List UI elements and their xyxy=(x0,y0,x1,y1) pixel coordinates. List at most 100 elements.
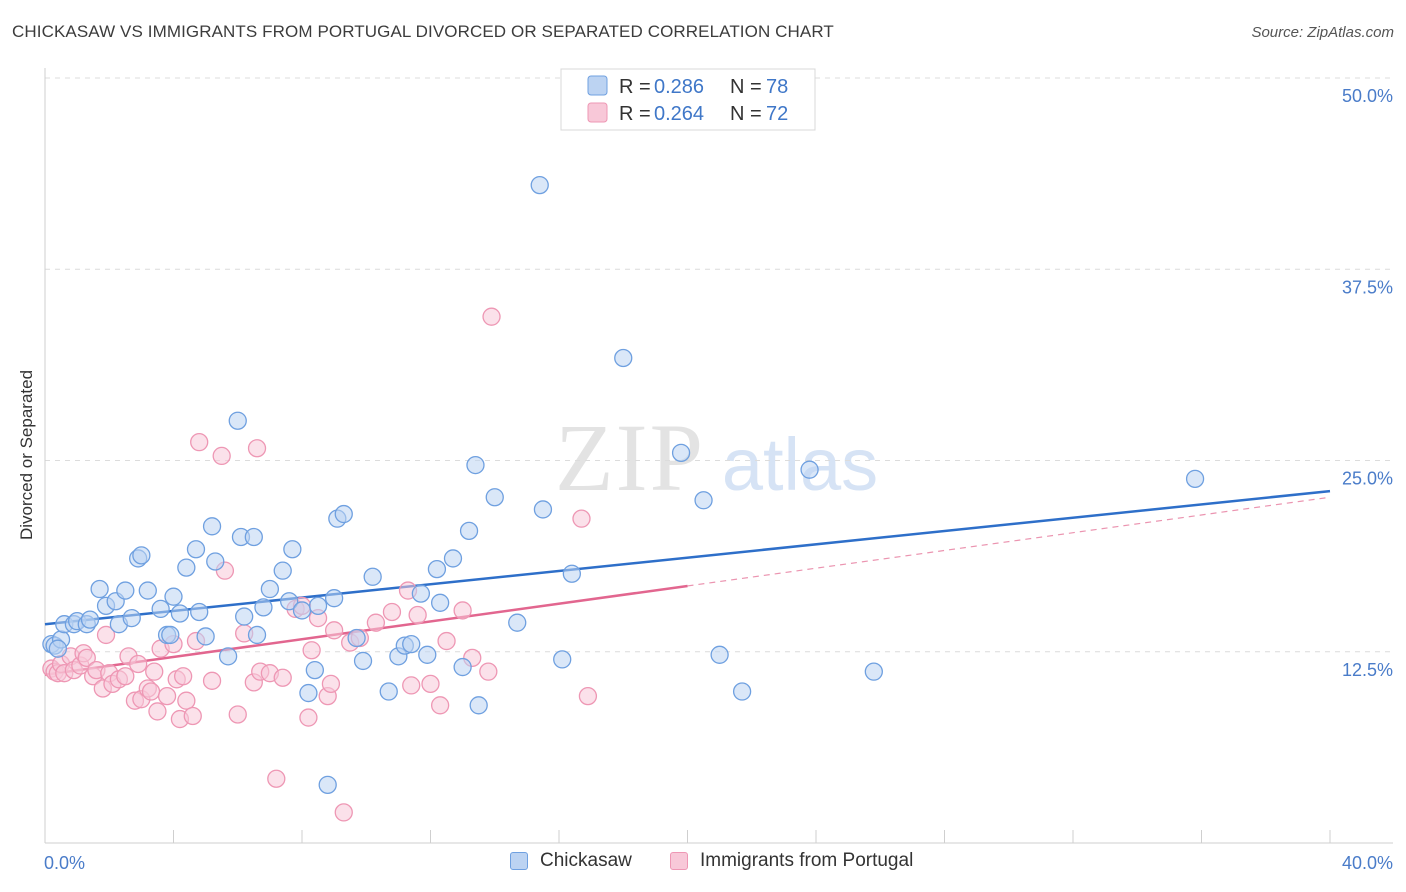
chickasaw-point xyxy=(132,546,151,565)
chickasaw-point xyxy=(694,491,713,510)
chickasaw-point xyxy=(1185,469,1205,489)
portugal-point xyxy=(572,509,591,528)
portugal-point xyxy=(145,662,164,681)
chickasaw-point xyxy=(553,650,572,669)
y-tick-label: 12.5% xyxy=(1342,660,1393,680)
portugal-point xyxy=(382,602,402,622)
chickasaw-point xyxy=(161,625,180,645)
chickasaw-point xyxy=(427,559,447,579)
x-tick-labels: 0.0% 40.0% xyxy=(44,853,1393,873)
chickasaw-point xyxy=(533,500,553,519)
portugal-swatch xyxy=(670,852,688,870)
gridlines xyxy=(45,77,1393,653)
chickasaw-point xyxy=(864,662,883,681)
chart-title: CHICKASAW VS IMMIGRANTS FROM PORTUGAL DI… xyxy=(12,22,834,41)
chickasaw-point xyxy=(254,598,273,617)
x-tick-label-max: 40.0% xyxy=(1342,853,1393,873)
chickasaw-point xyxy=(318,775,337,795)
portugal-point xyxy=(453,601,472,620)
chickasaw-point xyxy=(206,552,225,571)
y-tick-label: 50.0% xyxy=(1342,86,1393,106)
chickasaw-point xyxy=(453,657,472,677)
portugal-point xyxy=(321,674,341,694)
chickasaw-points xyxy=(42,175,1205,795)
chickasaw-point xyxy=(363,567,382,586)
chickasaw-point xyxy=(228,411,247,430)
chickasaw-point xyxy=(530,175,549,195)
portugal-point xyxy=(212,446,231,466)
chickasaw-point xyxy=(710,645,729,664)
portugal-points xyxy=(42,307,598,822)
chickasaw-point xyxy=(48,639,67,658)
y-tick-label: 25.0% xyxy=(1342,469,1393,489)
chickasaw-point xyxy=(443,549,463,568)
chickasaw-point xyxy=(218,647,238,666)
portugal-point xyxy=(273,668,292,687)
chickasaw-point xyxy=(273,561,292,580)
chickasaw-point xyxy=(244,527,263,547)
portugal-point xyxy=(334,803,353,822)
chickasaw-point xyxy=(202,517,222,536)
chickasaw-point xyxy=(308,596,328,615)
chickasaw-swatch xyxy=(510,852,528,870)
portugal-point xyxy=(202,671,222,690)
portugal-trend-extension xyxy=(687,496,1331,587)
portugal-trend-line xyxy=(44,584,688,676)
chickasaw-point xyxy=(800,460,819,479)
portugal-point xyxy=(141,682,161,701)
correlation-legend: R = 0.286 N = 78 R = 0.264 N = 72 xyxy=(560,68,816,131)
chickasaw-point xyxy=(299,683,318,703)
chickasaw-point xyxy=(170,604,190,623)
portugal-point xyxy=(190,432,209,452)
portugal-point xyxy=(402,676,421,695)
legend-item-chickasaw: Chickasaw xyxy=(510,850,632,872)
chickasaw-point xyxy=(235,607,254,626)
chickasaw-point xyxy=(279,592,299,611)
chickasaw-point xyxy=(151,599,170,619)
chickasaw-point xyxy=(260,579,280,599)
portugal-point xyxy=(247,439,267,458)
x-tick-label-min: 0.0% xyxy=(44,853,85,873)
watermark: ZIP atlas xyxy=(555,404,878,511)
chickasaw-point xyxy=(732,682,752,701)
chickasaw-point xyxy=(353,651,373,671)
chickasaw-point xyxy=(459,521,479,541)
chickasaw-point xyxy=(292,601,312,620)
portugal-point xyxy=(77,648,96,668)
chickasaw-point xyxy=(90,579,109,599)
trend-lines xyxy=(44,489,1331,676)
legend-n-label: N = xyxy=(730,103,762,125)
chickasaw-point xyxy=(196,627,215,646)
chickasaw-point xyxy=(671,443,691,463)
portugal-point xyxy=(302,641,321,660)
chickasaw-point xyxy=(177,558,196,577)
chickasaw-trend-line xyxy=(44,489,1331,626)
chickasaw-point xyxy=(469,696,488,715)
y-tick-labels: 12.5% 25.0% 37.5% 50.0% xyxy=(1342,86,1393,680)
legend-label-chickasaw: Chickasaw xyxy=(540,850,632,871)
portugal-point xyxy=(421,674,440,694)
portugal-point xyxy=(299,708,318,727)
chickasaw-point xyxy=(138,581,157,600)
portugal-point xyxy=(96,625,116,645)
chickasaw-point xyxy=(562,564,581,583)
chickasaw-point xyxy=(430,593,450,612)
chickasaw-point xyxy=(324,589,344,608)
chickasaw-point xyxy=(466,455,485,475)
legend-r-value-portugal: 0.264 xyxy=(654,103,704,125)
legend-r-label: R = xyxy=(619,76,651,98)
legend-swatch-portugal xyxy=(587,102,608,123)
chickasaw-point xyxy=(164,587,183,606)
portugal-point xyxy=(267,769,286,788)
axes xyxy=(44,68,1393,844)
portugal-point xyxy=(129,654,148,674)
portugal-point xyxy=(148,702,167,721)
legend-item-portugal: Immigrants from Portugal xyxy=(670,850,913,872)
portugal-point xyxy=(228,705,247,724)
portugal-point xyxy=(482,307,501,326)
chickasaw-point xyxy=(305,660,325,680)
legend-swatch-chickasaw xyxy=(587,75,608,96)
legend-label-portugal: Immigrants from Portugal xyxy=(700,850,914,871)
portugal-point xyxy=(157,686,177,706)
